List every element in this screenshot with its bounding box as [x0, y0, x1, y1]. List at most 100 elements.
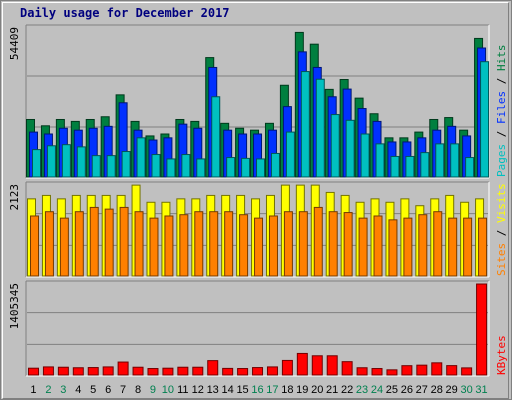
kbytes-bar — [87, 367, 99, 376]
sites-bar — [209, 211, 219, 277]
panel-3-ymax-label: 1405345 — [8, 283, 21, 329]
pages-bar — [285, 131, 295, 178]
kbytes-bar — [57, 366, 69, 376]
sites-bar — [104, 208, 114, 277]
x-tick-label: 21 — [326, 384, 338, 396]
x-tick-label: 10 — [162, 384, 174, 396]
sites-bar — [74, 211, 84, 277]
kbytes-bar — [72, 367, 84, 376]
kbytes-bar — [222, 367, 234, 376]
pages-bar — [315, 78, 325, 178]
kbytes-bar — [266, 366, 278, 376]
kbytes-bar — [28, 367, 39, 376]
sites-bar — [239, 214, 249, 277]
x-tick-label: 19 — [296, 384, 308, 396]
x-tick-label: 16 — [251, 384, 263, 396]
kbytes-bar — [177, 366, 189, 376]
x-tick-label: 23 — [356, 384, 368, 396]
sites-bar — [313, 206, 323, 277]
x-tick-label: 12 — [192, 384, 204, 396]
pages-bar — [420, 152, 430, 178]
x-tick-label: 7 — [120, 384, 126, 396]
sites-bar — [59, 217, 69, 277]
kbytes-bar — [296, 352, 308, 376]
x-tick-label: 13 — [207, 384, 219, 396]
sites-bar — [403, 217, 413, 277]
sites-bar — [358, 217, 368, 277]
sites-bar — [433, 211, 443, 277]
pages-bar — [345, 119, 355, 178]
sites-bar — [298, 211, 308, 277]
x-tick-label: 4 — [75, 384, 81, 396]
kbytes-bar — [252, 367, 264, 376]
legend-pages: Pages — [495, 144, 508, 177]
x-tick-label: 24 — [371, 384, 383, 396]
kbytes-bar — [192, 366, 204, 376]
x-tick-label: 9 — [150, 384, 156, 396]
pages-bar — [450, 143, 460, 178]
legend-files: Files — [495, 91, 508, 124]
pages-bar — [91, 155, 101, 178]
pages-bar — [330, 114, 340, 178]
kbytes-bar — [311, 355, 323, 376]
pages-bar — [136, 137, 146, 178]
pages-bar — [32, 149, 41, 178]
kbytes-bar — [102, 366, 114, 376]
sites-bar — [328, 211, 338, 277]
sites-bar — [30, 215, 39, 277]
panel-2-legend: Sites / Visits — [495, 183, 508, 276]
legend-kbytes: KBytes — [495, 335, 508, 375]
pages-bar — [61, 144, 71, 178]
pages-bar — [241, 157, 251, 178]
panel-2-ymax-label: 2123 — [8, 184, 21, 211]
pages-bar — [226, 157, 236, 178]
kbytes-bar — [401, 365, 413, 376]
kbytes-bar — [42, 366, 54, 376]
panel-1-ymax-label: 54409 — [8, 27, 21, 60]
sites-bar — [283, 211, 293, 277]
x-tick-label: 25 — [386, 384, 398, 396]
x-tick-label: 30 — [460, 384, 472, 396]
kbytes-bar — [431, 362, 443, 376]
sites-bar — [224, 211, 234, 277]
x-tick-label: 2 — [45, 384, 51, 396]
pages-bar — [480, 61, 490, 178]
pages-bar — [435, 143, 445, 178]
chart-title: Daily usage for December 2017 — [20, 6, 230, 20]
legend-separator: / — [495, 223, 508, 243]
pages-bar — [46, 145, 56, 178]
pages-bar — [360, 133, 370, 178]
kbytes-bar — [476, 283, 488, 376]
x-tick-label: 22 — [341, 384, 353, 396]
pages-bar — [270, 152, 280, 178]
pages-bar — [196, 158, 206, 178]
x-tick-label: 31 — [475, 384, 487, 396]
sites-bar — [89, 206, 99, 277]
legend-hits: Hits — [495, 45, 508, 72]
kbytes-bar — [237, 368, 249, 376]
kbytes-bar — [371, 368, 383, 376]
sites-bar — [44, 211, 54, 277]
sites-bar — [254, 217, 264, 277]
sites-bar — [179, 214, 189, 277]
sites-bar — [448, 217, 458, 277]
pages-bar — [405, 155, 415, 178]
x-tick-label: 8 — [135, 384, 141, 396]
x-tick-label: 15 — [236, 384, 248, 396]
sites-bar — [149, 217, 159, 277]
x-tick-label: 17 — [266, 384, 278, 396]
sites-bar — [268, 215, 278, 277]
legend-sites: Sites — [495, 243, 508, 276]
x-tick-label: 27 — [416, 384, 428, 396]
pages-bar — [76, 146, 86, 178]
pages-bar — [375, 143, 385, 178]
x-tick-label: 26 — [401, 384, 413, 396]
pages-bar — [256, 158, 266, 178]
pages-bar — [211, 96, 221, 178]
kbytes-bar — [207, 360, 219, 376]
sites-bar — [418, 214, 428, 277]
sites-bar — [164, 215, 174, 277]
panel-1-legend: Pages / Files / Hits — [495, 45, 508, 178]
